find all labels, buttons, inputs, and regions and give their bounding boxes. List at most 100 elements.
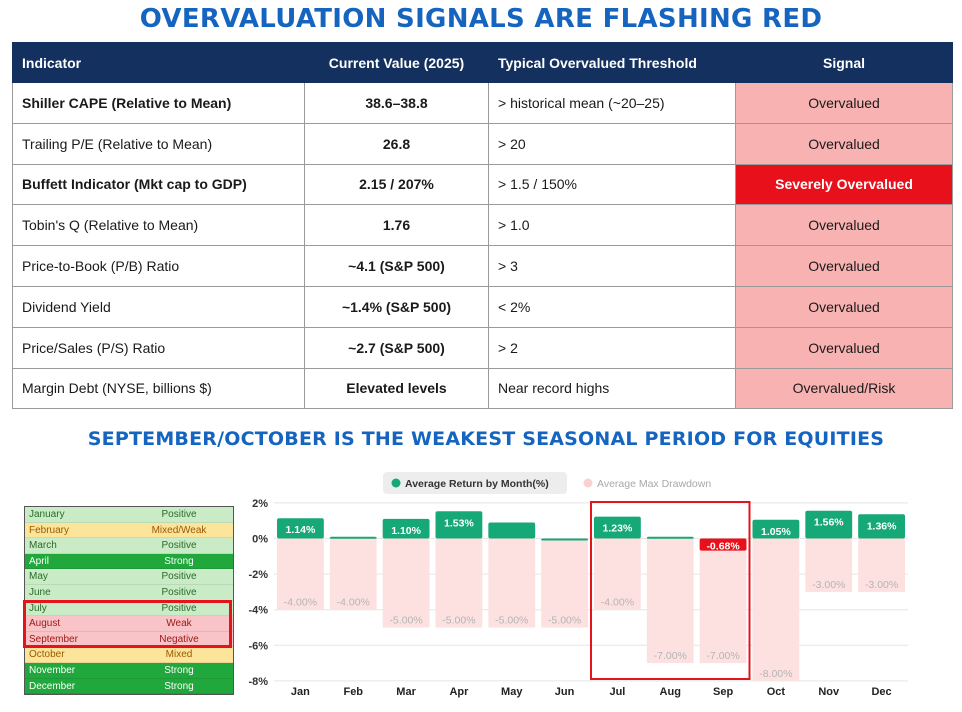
season-status: Strong: [164, 555, 194, 567]
indicator-cell: Margin Debt (NYSE, billions $): [12, 367, 305, 410]
page-title: OVERVALUATION SIGNALS ARE FLASHING RED: [139, 4, 823, 34]
table-row: Shiller CAPE (Relative to Mean) 38.6–38.8…: [12, 82, 953, 124]
return-bar: [277, 518, 324, 539]
x-tick-label: Mar: [396, 686, 416, 698]
drawdown-bar: [277, 538, 324, 610]
season-row: January Positive: [25, 507, 233, 523]
threshold-cell: > 20: [488, 122, 736, 165]
indicator-cell: Price-to-Book (P/B) Ratio: [12, 245, 305, 287]
season-status: Positive: [161, 509, 197, 520]
value-cell: 38.6–38.8: [304, 82, 489, 124]
y-tick-label: 0%: [252, 534, 268, 546]
signal-cell: Overvalued: [735, 204, 953, 247]
table-row: Tobin's Q (Relative to Mean) 1.76 > 1.0 Ove…: [12, 204, 953, 247]
season-row: March Positive: [25, 538, 233, 554]
season-status: Strong: [164, 680, 194, 692]
legend-label-return: Average Return by Month(%): [405, 478, 549, 490]
indicator-cell: Buffett Indicator (Mkt cap to GDP): [12, 163, 305, 206]
monthly-returns-chart: 2% 0% -2% -4% -6% -8% -4.00% -4.00% -5.00% -5.00%…: [248, 472, 908, 698]
return-bar: [541, 538, 588, 541]
y-tick-label: -6%: [248, 640, 268, 652]
y-tick-label: -4%: [248, 605, 268, 617]
legend-active-bg: [383, 472, 567, 494]
value-cell: ~1.4% (S&P 500): [304, 285, 489, 328]
header-current-value: Current Value (2025): [304, 42, 489, 83]
x-tick-label: May: [501, 686, 523, 698]
drawdown-bar: [435, 538, 483, 628]
chart-highlight-box: [590, 501, 751, 680]
season-status: Weak: [166, 618, 192, 630]
x-tick-label: Feb: [343, 686, 363, 698]
season-month: February: [29, 524, 70, 536]
threshold-cell: > 1.5 / 150%: [488, 163, 736, 206]
season-status: Mixed/Weak: [151, 524, 207, 536]
seasonality-table: January Positive February Mixed/Weak March Po…: [24, 506, 234, 696]
drawdown-bar: [858, 538, 905, 592]
x-tick-label: Oct: [767, 686, 786, 698]
drawdown-label: -4.00%: [284, 597, 317, 609]
drawdown-bar: [329, 538, 377, 610]
season-row: October Mixed: [25, 647, 233, 663]
y-tick-label: -8%: [248, 676, 268, 688]
header-threshold: Typical Overvalued Threshold: [488, 42, 736, 83]
season-row: February Mixed/Weak: [25, 522, 233, 539]
drawdown-bar: [382, 538, 430, 628]
season-status: Strong: [164, 664, 194, 676]
legend-label-drawdown: Average Max Drawdown: [597, 478, 711, 490]
value-cell: 2.15 / 207%: [304, 163, 489, 206]
return-bar: [699, 538, 747, 551]
season-status: Mixed: [165, 649, 193, 661]
indicator-cell: Dividend Yield: [12, 285, 305, 328]
signal-cell: Overvalued: [735, 326, 953, 369]
drawdown-label: -7.00%: [706, 650, 739, 662]
return-label: 1.36%: [867, 520, 897, 532]
valuation-table: Indicator Current Value (2025) Typical O…: [12, 42, 953, 410]
return-label: 1.14%: [286, 524, 316, 536]
drawdown-bar: [805, 538, 853, 592]
indicator-cell: Price/Sales (P/S) Ratio: [12, 326, 305, 369]
x-tick-label: Apr: [449, 686, 469, 698]
season-row: June Positive: [25, 584, 233, 601]
indicator-cell: Shiller CAPE (Relative to Mean): [12, 82, 305, 124]
drawdown-bar: [699, 538, 747, 664]
return-label: 1.05%: [761, 526, 791, 538]
header-signal: Signal: [735, 42, 953, 83]
season-row: November Strong: [25, 662, 233, 679]
x-tick-label: Nov: [818, 686, 840, 698]
return-bar: [435, 511, 483, 539]
season-month: April: [29, 555, 50, 567]
x-tick-label: Jan: [291, 686, 310, 698]
signal-cell: Overvalued: [735, 285, 953, 328]
table-row: Margin Debt (NYSE, billions $) Elevated l…: [12, 367, 953, 410]
table-row: Dividend Yield ~1.4% (S&P 500) < 2% Overval…: [12, 285, 953, 328]
season-row: December Strong: [25, 678, 233, 695]
seasonality-highlight-box: [23, 600, 232, 648]
return-bar: [752, 519, 800, 539]
season-month: October: [29, 649, 65, 661]
value-cell: 26.8: [304, 122, 489, 165]
signal-cell: Overvalued: [735, 82, 953, 124]
season-row: July Positive: [25, 600, 233, 617]
return-label: 1.56%: [814, 517, 844, 529]
season-month: May: [29, 571, 48, 583]
section-subtitle: SEPTEMBER/OCTOBER IS THE WEAKEST SEASONA…: [87, 428, 885, 450]
value-cell: ~2.7 (S&P 500): [304, 326, 489, 369]
drawdown-label: -7.00%: [654, 650, 687, 662]
drawdown-bar: [646, 538, 694, 664]
drawdown-label: -5.00%: [495, 615, 528, 627]
x-tick-label: Dec: [871, 686, 891, 698]
season-month: June: [29, 586, 51, 598]
table-row: Price/Sales (P/S) Ratio ~2.7 (S&P 500) > 2…: [12, 326, 953, 369]
season-row: May Positive: [25, 569, 233, 585]
value-cell: 1.76: [304, 204, 489, 247]
season-month: July: [29, 602, 47, 614]
x-tick-label: Sep: [713, 686, 733, 698]
return-bar: [382, 518, 430, 539]
x-tick-label: Jun: [555, 686, 575, 698]
season-month: November: [29, 664, 76, 676]
drawdown-label: -5.00%: [389, 615, 422, 627]
return-bar: [858, 514, 905, 539]
table-row: Buffett Indicator (Mkt cap to GDP) 2.15 /…: [12, 163, 953, 206]
return-label: 1.10%: [391, 525, 421, 537]
drawdown-label: -3.00%: [812, 579, 845, 591]
